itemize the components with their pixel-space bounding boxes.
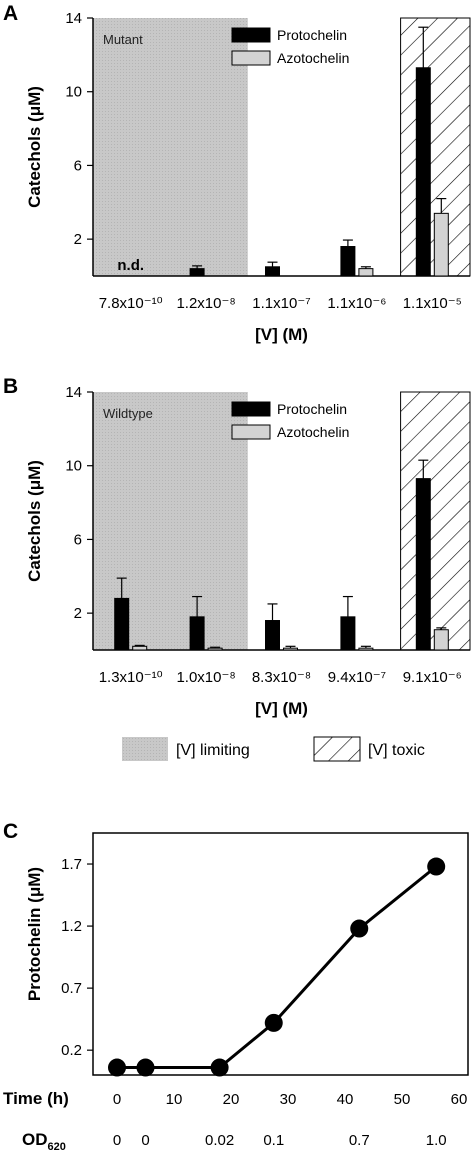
x-tick-label: 60	[451, 1091, 468, 1108]
y-tick-label: 6	[74, 531, 82, 548]
bar-azotochelin	[433, 212, 449, 277]
region-label: Mutant	[103, 32, 143, 47]
x-tick-label: 1.1x10⁻⁷	[252, 295, 310, 312]
shared-legend: [V] limiting [V] toxic	[122, 736, 425, 762]
y-tick-label: 10	[65, 84, 82, 101]
data-point	[210, 1058, 229, 1077]
x-axis-title: [V] (M)	[255, 325, 308, 344]
data-point	[427, 857, 446, 876]
region-label: Wildtype	[103, 406, 153, 421]
panel-c-chart: 0.2 0.7 1.2 1.7 Protochelin (μM) Time (h) 0 10 2…	[3, 832, 469, 1151]
data-point	[264, 1013, 283, 1032]
bar-azotochelin	[283, 647, 298, 651]
od-tick-label: 0.02	[205, 1132, 234, 1149]
y-tick-label: 0.7	[61, 980, 82, 997]
x-tick-label: 9.4x10⁻⁷	[328, 669, 386, 686]
od-tick-label: 0.1	[263, 1132, 284, 1149]
panel-letter-b: B	[3, 375, 18, 398]
y-tick-label: 6	[74, 157, 82, 174]
y-tick-label: 14	[65, 384, 82, 401]
x-tick-label: 7.8x10⁻¹⁰	[99, 295, 163, 312]
bar-azotochelin	[358, 268, 374, 277]
bar-protochelin	[340, 246, 356, 277]
legend-swatch-azotochelin	[231, 50, 271, 66]
bar-protochelin	[265, 620, 280, 651]
y-tick-label: 10	[65, 458, 82, 475]
y-tick-label: 14	[65, 10, 82, 27]
x-tick-label: 9.1x10⁻⁶	[403, 669, 462, 686]
toxic-region	[400, 391, 471, 651]
od-axis-title: OD620	[22, 1130, 66, 1151]
od-tick-label: 0	[141, 1132, 149, 1149]
bar-azotochelin	[207, 647, 223, 651]
data-point	[350, 919, 369, 938]
od-tick-label: 0.7	[349, 1132, 370, 1149]
bar-protochelin	[415, 478, 431, 651]
y-axis-title: Catechols (μM)	[25, 86, 44, 208]
x-tick-label: 1.1x10⁻⁵	[403, 295, 462, 312]
y-tick-label: 1.2	[61, 918, 82, 935]
plot-frame	[92, 832, 469, 1076]
od-tick-label: 0	[113, 1132, 121, 1149]
x-tick-label: 1.0x10⁻⁸	[176, 669, 235, 686]
legend-swatch-protochelin	[231, 27, 271, 43]
x-tick-label: 20	[223, 1091, 240, 1108]
bar-protochelin	[189, 268, 205, 277]
panel-b-chart: 2 6 10 14 Catechols (μM) Wildtype 1.3x10⁻¹⁰ 1.0…	[25, 384, 471, 718]
od-tick-label: 1.0	[426, 1132, 447, 1149]
x-tick-label: 50	[394, 1091, 411, 1108]
od-label-subscript: 620	[48, 1141, 66, 1151]
legend-label: Protochelin	[277, 27, 347, 43]
x-axis-title: Time (h)	[3, 1089, 69, 1108]
bar-azotochelin	[132, 645, 148, 651]
toxic-label: [V] toxic	[368, 742, 425, 759]
y-tick-label: 1.7	[61, 856, 82, 873]
bar-azotochelin	[358, 647, 374, 651]
data-line	[117, 865, 438, 1070]
limiting-label: [V] limiting	[176, 742, 250, 759]
limiting-region	[93, 18, 248, 276]
data-point	[136, 1058, 155, 1077]
x-tick-label: 1.1x10⁻⁶	[327, 295, 386, 312]
x-tick-label: 10	[166, 1091, 183, 1108]
y-tick-label: 0.2	[61, 1042, 82, 1059]
nd-annotation: n.d.	[117, 257, 144, 274]
od-label-main: OD	[22, 1130, 48, 1149]
bar-protochelin	[114, 597, 130, 651]
legend-label: Azotochelin	[277, 424, 349, 440]
legend-swatch-azotochelin	[231, 424, 271, 440]
bar-protochelin	[415, 67, 431, 277]
y-tick-label: 2	[74, 231, 82, 248]
x-tick-label: 0	[113, 1091, 121, 1108]
toxic-swatch	[313, 736, 361, 762]
legend-label: Azotochelin	[277, 50, 349, 66]
bar-azotochelin	[433, 629, 449, 651]
x-tick-label: 8.3x10⁻⁸	[252, 669, 311, 686]
panel-letter-c: C	[3, 820, 18, 843]
limiting-swatch	[122, 737, 168, 761]
x-tick-label: 40	[337, 1091, 354, 1108]
y-axis-title: Catechols (μM)	[25, 460, 44, 582]
data-point	[108, 1058, 126, 1077]
y-axis-title: Protochelin (μM)	[25, 867, 44, 1001]
bar-protochelin	[265, 266, 280, 277]
bar-protochelin	[340, 616, 356, 651]
legend-swatch-protochelin	[231, 401, 271, 417]
x-tick-label: 1.3x10⁻¹⁰	[99, 669, 163, 686]
bar-protochelin	[189, 616, 205, 651]
y-tick-label: 2	[74, 605, 82, 622]
x-axis-title: [V] (M)	[255, 699, 308, 718]
panel-letter-a: A	[3, 2, 18, 25]
panel-a-chart: 2 6 10 14 Catechols (μM) Mutant 7.8x10⁻¹⁰ 1.2x1…	[25, 10, 471, 344]
x-tick-label: 30	[280, 1091, 297, 1108]
x-tick-label: 1.2x10⁻⁸	[176, 295, 235, 312]
legend-label: Protochelin	[277, 401, 347, 417]
